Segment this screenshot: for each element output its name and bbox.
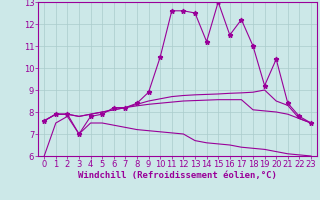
X-axis label: Windchill (Refroidissement éolien,°C): Windchill (Refroidissement éolien,°C) bbox=[78, 171, 277, 180]
